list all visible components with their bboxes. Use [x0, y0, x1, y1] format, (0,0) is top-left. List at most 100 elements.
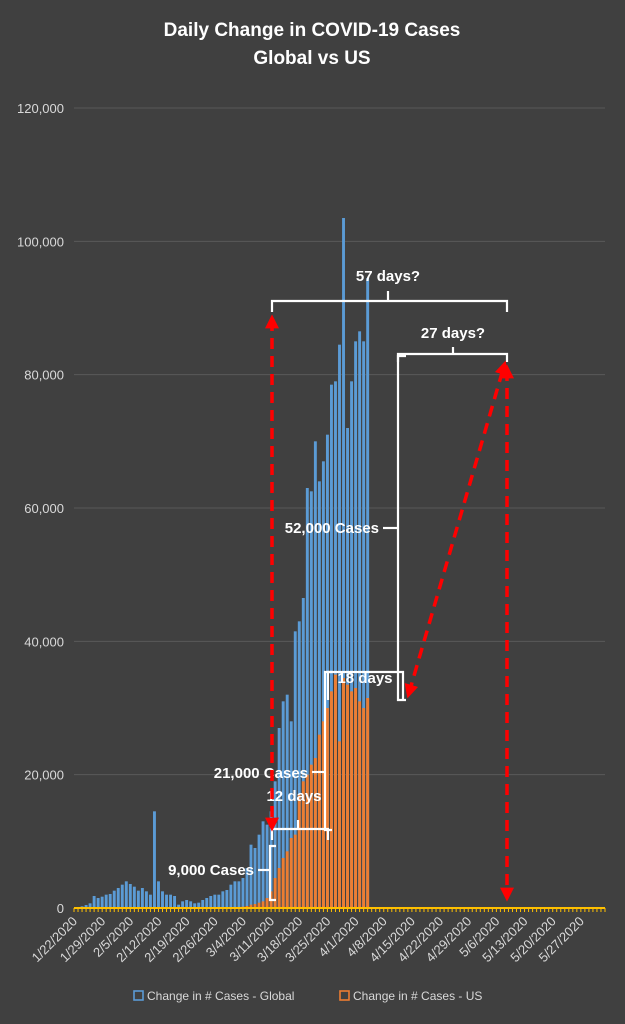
bar-us — [277, 868, 281, 908]
bar-global — [185, 900, 189, 908]
bar-global — [225, 890, 229, 908]
bracket-12-days — [270, 827, 330, 840]
bar-global — [346, 428, 349, 908]
bar-global — [209, 896, 213, 908]
chart-subtitle: Global vs US — [253, 48, 370, 69]
bar-global — [241, 878, 245, 908]
y-tick-label: 0 — [57, 901, 64, 916]
label-52000-cases: 52,000 Cases — [285, 520, 379, 537]
bar-global — [265, 824, 269, 908]
bar-us — [321, 721, 325, 908]
bar-global — [257, 834, 261, 908]
bar-global — [140, 888, 144, 908]
bar-us — [305, 774, 309, 908]
bar-global — [358, 331, 362, 909]
bar-us — [265, 898, 269, 908]
bar-us — [330, 691, 333, 908]
bar-global — [253, 848, 257, 908]
bar-global — [201, 900, 205, 908]
bar-global — [108, 894, 112, 908]
bar-us — [334, 674, 337, 908]
bar-us — [285, 851, 289, 908]
bar-global — [297, 621, 301, 908]
bar-global — [229, 884, 233, 908]
bar-global — [165, 894, 168, 908]
bar-global — [261, 821, 265, 908]
bar-us — [338, 741, 341, 908]
bar-global — [273, 781, 277, 908]
bar-global — [289, 721, 293, 908]
bar-global — [197, 902, 201, 908]
bar-global — [309, 491, 313, 908]
y-axis: 0 20,000 40,000 60,000 80,000 100,000 120,000 — [17, 101, 64, 916]
bar-us — [317, 734, 321, 908]
bar-us — [362, 708, 366, 908]
bar-us — [281, 858, 285, 908]
bar-us — [273, 878, 277, 908]
bar-us — [358, 701, 362, 908]
bar-global — [181, 901, 185, 908]
bar-global — [128, 884, 132, 908]
bar-global — [148, 894, 152, 908]
bar-global — [88, 903, 92, 908]
bar-global — [245, 868, 249, 908]
bar-us — [257, 902, 261, 908]
bar-global — [193, 903, 197, 908]
bracket-9000-cases — [268, 844, 276, 902]
bracket-18-days — [326, 670, 405, 700]
bar-us — [342, 678, 345, 908]
bar-global — [249, 844, 253, 908]
bar-us — [366, 698, 370, 908]
bar-global — [354, 341, 358, 909]
y-tick-label: 80,000 — [24, 368, 64, 383]
arrow-red-diagonal — [404, 360, 509, 699]
label-9000-cases: 9,000 Cases — [168, 862, 254, 879]
bar-global — [124, 881, 128, 908]
bar-us — [289, 838, 293, 908]
bar-global — [233, 881, 237, 908]
bar-global — [317, 481, 321, 908]
legend-label-us: Change in # Cases - US — [353, 989, 482, 1003]
y-tick-label: 100,000 — [17, 234, 64, 249]
legend-swatch-global — [133, 990, 144, 1001]
bar-global — [313, 441, 317, 908]
bar-global — [132, 886, 136, 908]
bar-global — [269, 811, 273, 908]
bar-global — [362, 341, 366, 909]
label-21000-cases: 21,000 Cases — [214, 765, 308, 782]
bar-global — [116, 888, 120, 908]
bar-us — [249, 904, 253, 908]
bar-us — [309, 764, 313, 908]
bar-global — [301, 598, 305, 908]
us-bars — [233, 674, 370, 908]
y-tick-label: 20,000 — [24, 768, 64, 783]
label-57-days: 57 days? — [356, 268, 420, 285]
y-tick-label: 60,000 — [24, 501, 64, 516]
bar-global — [144, 891, 148, 908]
bar-global — [205, 898, 209, 908]
global-bars — [76, 218, 370, 909]
bar-global — [366, 278, 370, 908]
bar-global — [96, 898, 100, 908]
bar-global — [84, 905, 88, 908]
bar-global — [350, 381, 354, 909]
bar-global — [237, 881, 241, 908]
bar-global — [173, 896, 177, 908]
bracket-57-days — [270, 299, 509, 312]
bar-us — [301, 781, 305, 908]
bar-global — [342, 218, 345, 908]
bar-global — [104, 894, 108, 908]
bar-global — [277, 728, 281, 908]
bar-global — [293, 631, 297, 908]
annotations: 57 days? 27 days? 52,000 Cases 18 days 21,00… — [168, 268, 514, 902]
bracket-52000-cases — [396, 354, 406, 702]
label-27-days: 27 days? — [421, 325, 485, 342]
label-18-days: 18 days — [337, 670, 392, 687]
bar-global — [120, 884, 124, 908]
bar-global — [153, 811, 156, 908]
bar-us — [350, 691, 354, 908]
bar-global — [157, 881, 160, 908]
bar-global — [189, 901, 193, 908]
